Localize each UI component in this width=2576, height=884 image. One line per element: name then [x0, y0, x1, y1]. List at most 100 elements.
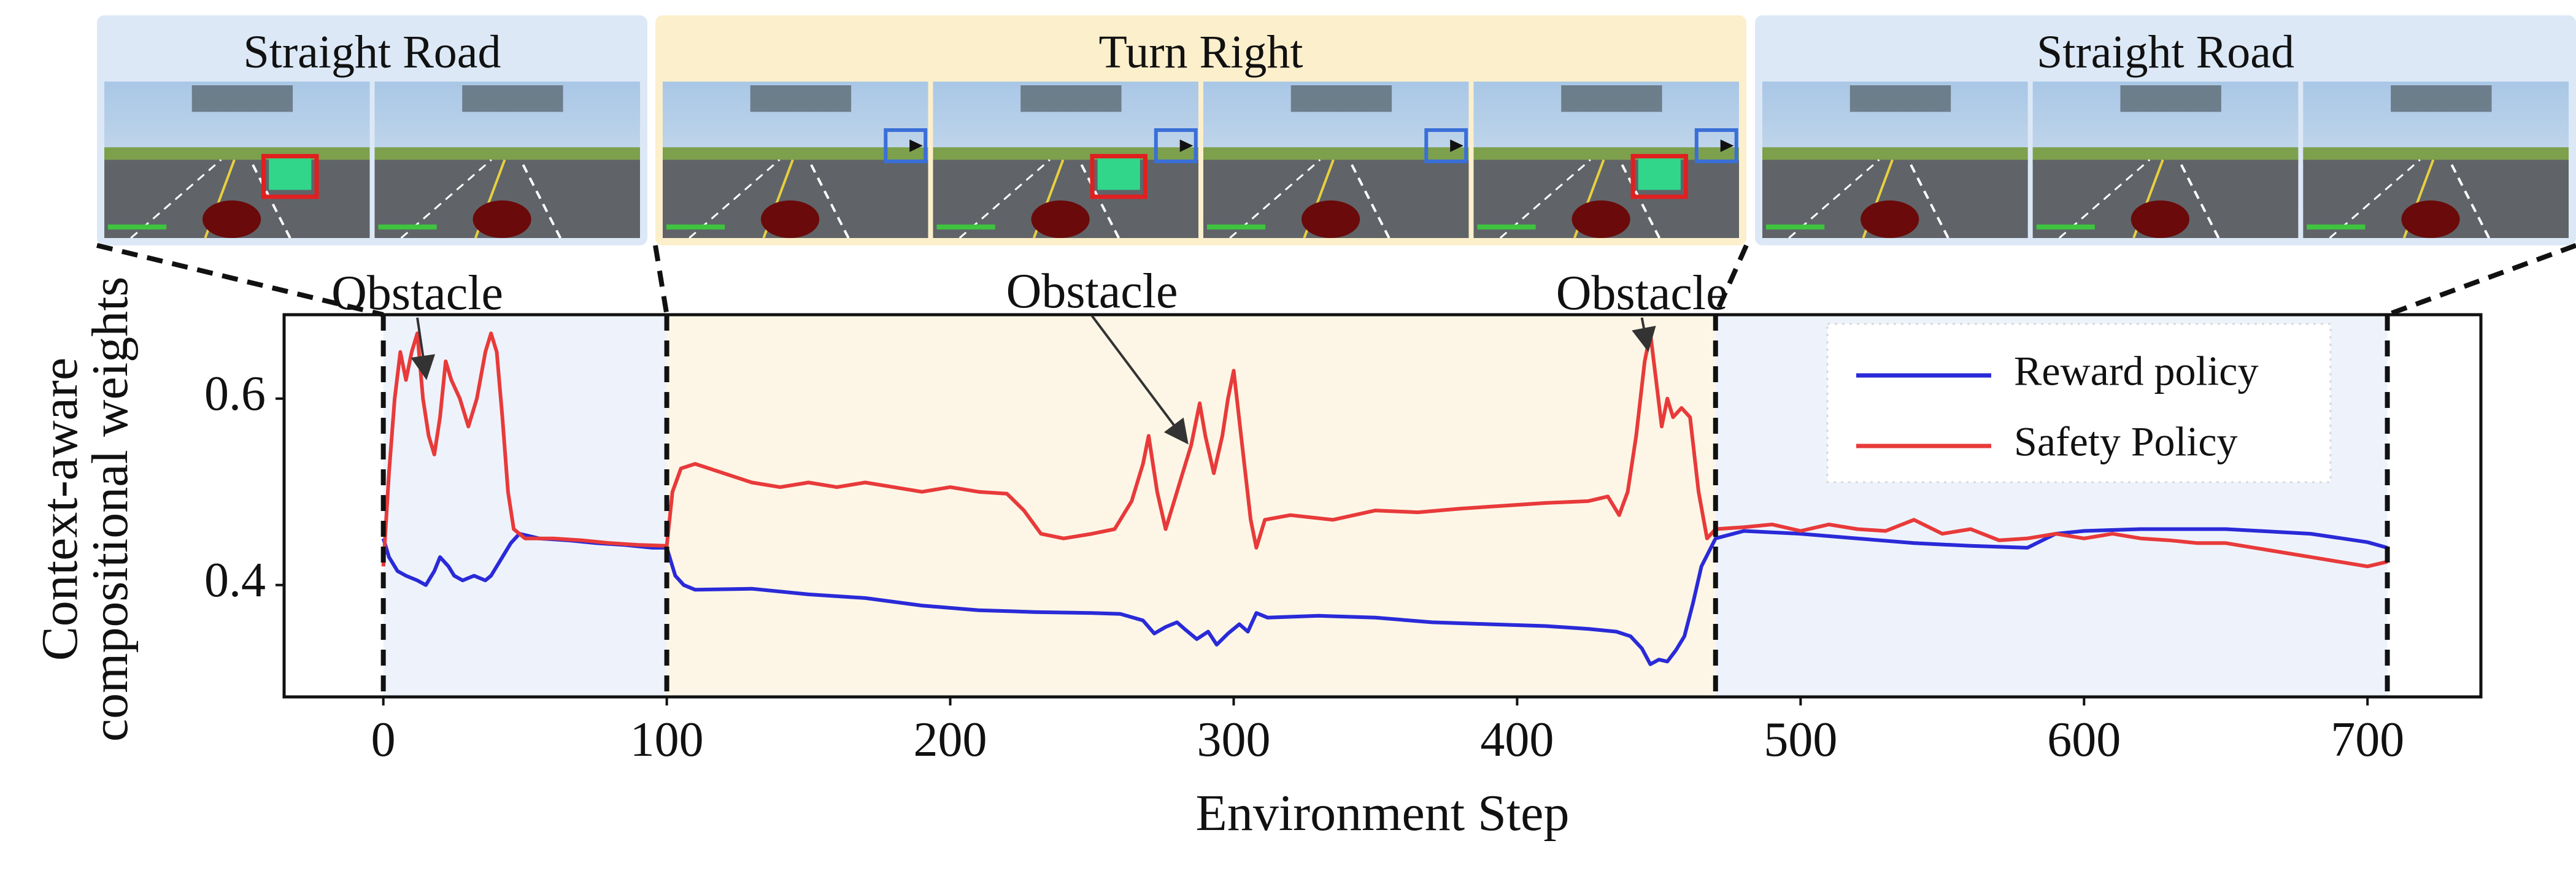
- annotation-label: Obstacle: [1556, 266, 1728, 320]
- hud-bar: [108, 225, 167, 229]
- direction-box: [884, 128, 928, 164]
- segment-boundaries: [380, 315, 2390, 697]
- legend-label-safety: Safety Policy: [2014, 418, 2238, 465]
- car: [472, 200, 531, 238]
- screenshot-frame: [933, 82, 1198, 239]
- obstacle-vehicle: [1097, 158, 1140, 190]
- road: [1203, 160, 1469, 238]
- legend-label-reward: Reward policy: [2014, 348, 2258, 394]
- hud-bar: [2036, 225, 2095, 229]
- car: [1031, 200, 1090, 238]
- minimap: [191, 85, 293, 112]
- road: [2032, 160, 2299, 238]
- connector-2: [1713, 244, 1749, 316]
- obstacle-box: [1630, 154, 1688, 199]
- x-tick-label: 100: [630, 713, 704, 767]
- plot-frame: [282, 313, 2483, 699]
- screenshot-frame: [1473, 82, 1739, 239]
- car: [2401, 200, 2460, 238]
- car: [202, 200, 261, 238]
- obstacle-vehicle: [269, 158, 312, 190]
- hud-bar: [1207, 225, 1266, 229]
- y-axis-label: Context-aware compositional weights: [31, 277, 139, 742]
- y-axis-label-line1: Context-aware: [31, 358, 88, 661]
- annotation-arrow: [1632, 317, 1656, 353]
- chart-legend: Reward policy Safety Policy: [1826, 323, 2332, 483]
- hud-bar: [1477, 225, 1536, 229]
- obstacle-annotations: Obstacle Obstacle Obstacle: [331, 264, 1728, 445]
- minimap: [462, 85, 563, 112]
- screenshot-frame: [104, 82, 370, 239]
- obstacle-vehicle: [1638, 158, 1681, 190]
- segment-band-1: [666, 315, 1716, 697]
- minimap: [1290, 85, 1392, 112]
- hud-bar: [936, 225, 995, 229]
- x-tick-label: 400: [1480, 713, 1554, 767]
- series-line-safety-policy: [381, 331, 2388, 569]
- connector-0: [96, 243, 384, 317]
- connector-3: [2386, 243, 2576, 317]
- panel-title: Straight Road: [243, 26, 501, 78]
- minimap: [2120, 85, 2221, 112]
- annotation-label: Obstacle: [331, 266, 503, 320]
- annotation-arrow: [1090, 315, 1189, 445]
- connector-1: [653, 245, 669, 315]
- annotation-label: Obstacle: [1006, 264, 1178, 318]
- road: [374, 160, 640, 238]
- x-tick-label: 600: [2047, 713, 2121, 767]
- x-tick-label: 700: [2331, 713, 2404, 767]
- obstacle-box: [261, 154, 319, 199]
- direction-box: [1694, 128, 1738, 164]
- legend-box: [1826, 323, 2332, 483]
- screenshot-panels: Straight Road Turn Right Straight Road: [97, 15, 2576, 245]
- y-tick-label: 0.4: [204, 553, 266, 607]
- screenshot-frame: [1762, 82, 2028, 239]
- series-lines: [381, 331, 2388, 666]
- minimap: [1849, 85, 1951, 112]
- turn-arrow: [1720, 139, 1734, 152]
- panel-1: Turn Right: [655, 15, 1746, 245]
- hud-bar: [2307, 225, 2366, 229]
- screenshot-frame: [2303, 82, 2569, 239]
- road: [1762, 160, 2028, 238]
- car: [1861, 200, 1919, 238]
- screenshot-frame: [374, 82, 640, 239]
- road: [2303, 160, 2569, 238]
- screenshot-frame: [1203, 82, 1469, 239]
- y-tick-label: 0.6: [204, 367, 266, 421]
- panel-2: Straight Road: [1755, 15, 2576, 245]
- minimap: [1020, 85, 1122, 112]
- minimap: [750, 85, 852, 112]
- panel-0: Straight Road: [97, 15, 647, 245]
- turn-arrow: [909, 139, 923, 152]
- x-tick-label: 300: [1197, 713, 1270, 767]
- obstacle-box: [1090, 154, 1147, 199]
- panel-title: Straight Road: [2037, 26, 2294, 78]
- panel-title: Turn Right: [1099, 26, 1303, 78]
- series-line-reward-policy: [381, 527, 2388, 666]
- car: [1571, 200, 1630, 238]
- y-axis-ticks: 0.4 0.6: [204, 367, 284, 607]
- y-axis-label-line2: compositional weights: [82, 277, 139, 742]
- minimap: [1561, 85, 1662, 112]
- minimap: [2391, 85, 2492, 112]
- screenshot-frame: [2032, 82, 2299, 239]
- hud-bar: [666, 225, 725, 229]
- hud-bar: [378, 225, 437, 229]
- turn-arrow: [1450, 139, 1463, 152]
- car: [761, 200, 820, 238]
- direction-box: [1424, 128, 1468, 164]
- road: [663, 160, 928, 238]
- x-tick-label: 500: [1764, 713, 1837, 767]
- x-tick-label: 200: [914, 713, 987, 767]
- turn-arrow: [1179, 139, 1194, 152]
- x-axis-ticks: 0 100 200 300 400 500 600 700: [371, 697, 2404, 767]
- panel-connectors: [96, 243, 2576, 317]
- hud-bar: [1766, 225, 1825, 229]
- car: [2131, 200, 2189, 238]
- direction-box: [1154, 128, 1198, 164]
- annotation-arrow: [411, 317, 436, 380]
- x-tick-label: 0: [371, 713, 396, 767]
- car: [1301, 200, 1360, 238]
